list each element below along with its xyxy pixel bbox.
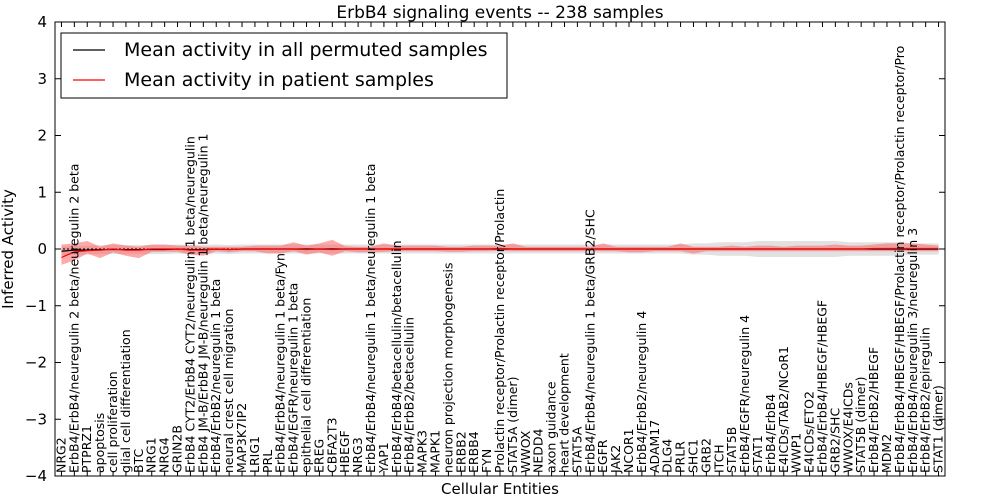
category-label: STAT5B [724,427,739,473]
category-label: MAPK1 [428,430,443,473]
category-label: neural crest cell migration [221,309,236,473]
category-label: NRG4 [157,437,172,473]
category-label: ErbB4 JM-B/ErbB4 JM-B/neuregulin 1 beta/… [195,134,210,473]
y-tick-label: −3 [25,410,47,428]
category-label: PRL [260,450,275,473]
category-label: NRG2 [53,437,68,473]
category-label: ERBB4 [466,431,481,473]
series-lines [61,247,939,259]
category-label: PRLR [673,441,688,473]
category-label: EGFR [595,439,610,473]
category-label: STAT5B (dimer) [853,377,868,473]
legend-label-permuted: Mean activity in all permuted samples [124,39,487,61]
category-label: heart development [556,353,571,473]
y-tick-label: 1 [37,183,47,201]
category-label: STAT1 [750,435,765,473]
category-label: MAPK3 [415,430,430,473]
category-label: WWOX/E4ICDs [840,382,855,473]
category-label: apoptosis [92,413,107,473]
legend-box [60,32,508,99]
category-label: PTPRZ1 [79,425,94,473]
category-label: NRG3 [350,437,365,473]
category-label: ERBB2 [453,431,468,473]
y-tick-label: 4 [37,13,47,31]
legend: Mean activity in all permuted samples Me… [60,32,508,99]
category-label: Prolactin receptor/Prolactin receptor/Pr… [492,189,507,473]
category-label: ErbB4 CYT2/ErbB4 CYT2/neuregulin 1 beta/… [182,136,197,473]
y-tick-label: −2 [25,354,47,372]
category-label: MDM2 [879,434,894,473]
category-label: ErbB4/ErbB2/HBEGF [866,347,881,473]
category-label: ErbB4/ErbB4/neuregulin 1 beta/GRB2/SHC [582,209,597,473]
category-label: CBFA2T3 [324,418,339,473]
category-label: epithelial cell differentiation [299,298,314,473]
category-label: ErbB4/EGFR/neuregulin 1 beta [286,283,301,473]
category-label: ErbB4/ErbB4/HBEGF/HBEGF/Prolactin recept… [892,46,907,473]
category-label: neuron projection morphogenesis [440,262,455,473]
category-label: ErbB4/ErbB2/epiregulin [918,327,933,473]
category-label: ErbB4/ErbB4/neuregulin 2 beta/neuregulin… [66,164,81,473]
category-label: ErbB4/ErbB4/HBEGF/HBEGF [814,300,829,473]
category-label: axon guidance [544,381,559,473]
category-label: ErbB4/ErbB4/betacellulin/betacellulin [389,240,404,473]
category-label: STAT5A (dimer) [505,377,520,473]
y-tick-label: −4 [25,467,47,485]
category-label: ErbB4/ErbB4 [763,394,778,473]
category-label: JAK2 [608,445,623,474]
category-label: E4ICDs/TAB2/NCoR1 [776,346,791,473]
category-label: BTC [131,449,146,473]
category-label: ErbB4/ErbB2/betacellulin [402,317,417,473]
y-axis-title: Inferred Activity [0,189,17,309]
category-label: WWOX [518,430,533,473]
category-label: WWP1 [789,433,804,473]
chart-title: ErbB4 signaling events -- 238 samples [336,3,663,23]
category-label: ErbB4/ErbB4/neuregulin 1 beta/neuregulin… [363,164,378,473]
category-label: DLG4 [660,439,675,473]
category-label: ErbB4/ErbB2/neuregulin 1 beta [208,279,223,473]
category-label: NRG1 [144,437,159,473]
category-label: E4ICDs/ETO2 [802,391,817,473]
category-label: YAP1 [376,442,391,474]
y-tick-label: 0 [37,240,47,258]
x-axis-title: Cellular Entities [441,480,559,498]
y-tick-label: 3 [37,70,47,88]
category-label: NCOR1 [621,428,636,473]
category-label: cell proliferation [105,371,120,473]
category-label: FYN [479,449,494,473]
category-label: ErbB4/ErbB4/neuregulin 1 beta/Fyn [273,253,288,473]
category-label: GRIN2B [170,425,185,473]
category-label: glial cell differentiation [118,329,133,473]
confidence-band-patient [61,239,939,265]
series-line-patient [61,247,939,259]
category-label: STAT5A [569,426,584,473]
category-label: MAP3K7IP2 [234,403,249,473]
category-label: GRB2/SHC [827,408,842,473]
category-label: EREG [311,439,326,473]
category-label: ErbB4/EGFR/neuregulin 4 [737,315,752,473]
category-label: ErbB4/ErbB2/neuregulin 4 [634,311,649,473]
category-label: SHC1 [685,439,700,473]
category-label: LRIG1 [247,436,262,473]
category-label: STAT1 (dimer) [931,385,946,473]
category-label: GRB2 [698,438,713,473]
category-label: ErbB4/ErbB4/neuregulin 3/neuregulin 3 [905,228,920,473]
category-label: HBEGF [337,430,352,473]
y-tick-label: 2 [37,127,47,145]
x-axis-ticks [60,22,940,476]
category-label: ITCH [711,444,726,473]
category-label: ADAM17 [647,420,662,473]
category-label: NEDD4 [531,429,546,473]
y-tick-label: −1 [25,297,47,315]
legend-label-patient: Mean activity in patient samples [124,69,434,91]
y-axis-ticks: −4 −3 −2 −1 0 1 2 3 4 [25,13,945,485]
